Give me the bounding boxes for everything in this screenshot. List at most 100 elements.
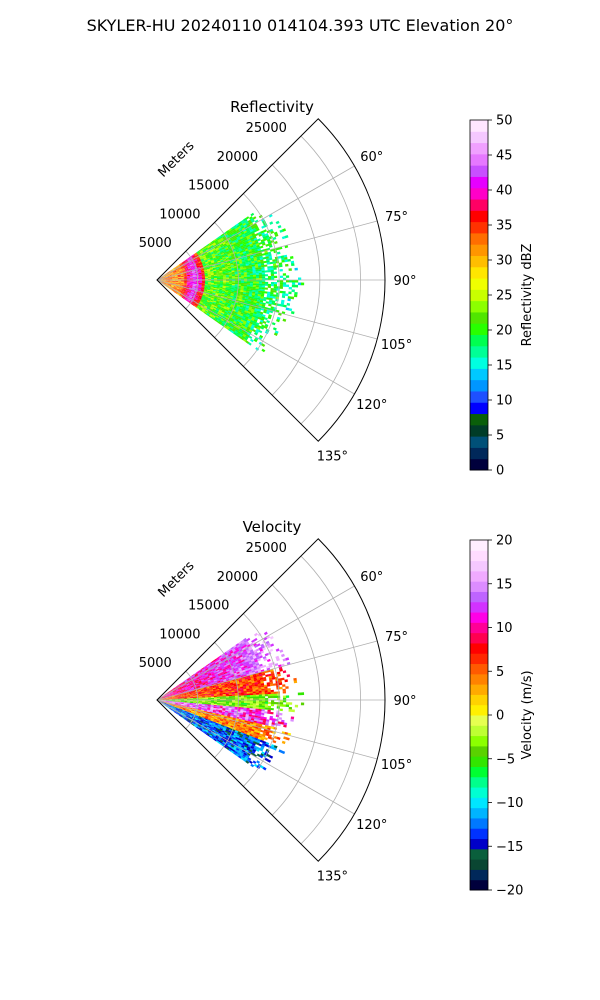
data-cell (207, 260, 212, 263)
data-cell (201, 282, 206, 284)
data-cell (246, 271, 250, 274)
data-cell (201, 276, 206, 278)
data-cell (225, 667, 229, 670)
data-cell (200, 688, 204, 690)
data-cell (249, 283, 254, 286)
data-cell (231, 267, 235, 270)
data-cell (200, 300, 204, 303)
data-cell (264, 701, 269, 704)
data-cell (191, 267, 195, 269)
data-cell (186, 264, 191, 267)
data-cell (192, 705, 196, 707)
data-cell (223, 297, 227, 300)
data-cell (174, 702, 178, 704)
data-cell (231, 286, 235, 289)
data-cell (219, 308, 223, 311)
data-cell (216, 287, 220, 289)
data-cell (199, 307, 203, 311)
data-cell (187, 278, 191, 279)
data-cell (231, 676, 236, 679)
data-cell (165, 280, 170, 282)
data-cell (235, 327, 240, 331)
data-cell (190, 686, 195, 689)
data-cell (251, 681, 255, 684)
data-cell (199, 713, 204, 715)
data-cell (261, 314, 266, 318)
data-cell (210, 288, 214, 290)
data-cell (228, 255, 232, 259)
data-cell (261, 272, 266, 275)
data-cell (193, 252, 197, 255)
data-cell (213, 658, 217, 662)
data-cell (244, 225, 249, 230)
data-cell (175, 289, 179, 292)
data-cell (237, 664, 241, 668)
data-cell (242, 660, 246, 664)
data-cell (218, 266, 222, 268)
data-cell (176, 269, 180, 272)
data-cell (197, 689, 202, 692)
data-cell (168, 702, 172, 704)
data-cell (214, 311, 219, 314)
data-cell (162, 276, 166, 278)
data-cell (224, 674, 229, 677)
data-cell (276, 691, 280, 694)
data-cell (222, 676, 226, 679)
data-cell (240, 692, 244, 695)
data-cell (174, 705, 178, 707)
data-cell (219, 657, 224, 661)
data-cell (240, 291, 244, 294)
data-cell (228, 233, 232, 237)
data-cell (272, 261, 276, 264)
data-cell (189, 285, 193, 287)
data-cell (225, 230, 230, 234)
data-cell (222, 691, 226, 694)
data-cell (196, 251, 200, 254)
data-cell (212, 265, 216, 268)
data-cell (235, 654, 240, 658)
data-cell (180, 703, 184, 705)
data-cell (198, 274, 202, 276)
data-cell (233, 644, 237, 649)
data-cell (174, 274, 178, 276)
data-cell (210, 678, 214, 681)
data-cell (258, 288, 262, 292)
polar-frame (156, 118, 386, 442)
data-cell (240, 693, 245, 696)
data-cell (224, 292, 229, 294)
data-cell (259, 648, 264, 652)
data-cell (220, 307, 224, 310)
data-cell (225, 299, 230, 302)
data-cell (249, 286, 253, 289)
data-cell (175, 700, 179, 701)
data-cell (186, 706, 190, 709)
data-cell (241, 231, 245, 235)
data-cell (219, 269, 223, 272)
data-cell (222, 690, 226, 692)
data-cell (168, 704, 172, 706)
data-cell (186, 294, 190, 297)
data-cell (212, 290, 217, 293)
data-cell (241, 310, 245, 314)
data-cell (285, 284, 290, 287)
data-cell (214, 261, 218, 264)
data-cell (220, 679, 224, 682)
data-cell (198, 297, 202, 300)
data-cell (256, 643, 261, 647)
data-cell (202, 278, 206, 280)
data-cell (221, 245, 225, 249)
data-cell (188, 681, 192, 684)
data-cell (186, 697, 191, 698)
data-cell (207, 678, 211, 681)
data-cell (232, 327, 236, 331)
data-cell (198, 680, 202, 683)
data-cell (247, 666, 251, 669)
data-cell (246, 695, 251, 697)
data-cell (205, 254, 209, 258)
data-cell (183, 275, 187, 277)
data-cell (240, 282, 245, 285)
data-cell (183, 694, 187, 696)
data-cell (254, 219, 259, 224)
data-cell (220, 259, 224, 262)
data-cell (185, 708, 189, 710)
